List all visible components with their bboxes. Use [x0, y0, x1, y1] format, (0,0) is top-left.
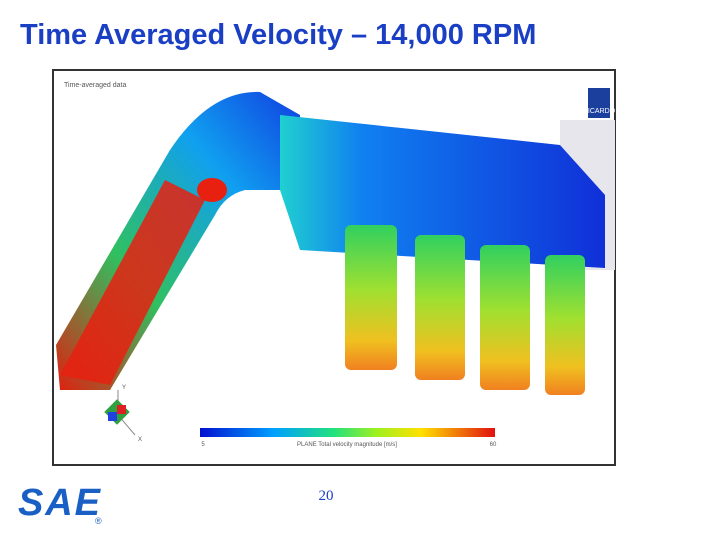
runner: [545, 255, 585, 395]
colorbar-max: 60: [490, 442, 497, 448]
sae-logo: SAE: [18, 482, 102, 524]
triad-x: X: [138, 437, 142, 443]
triad-y: Y: [122, 385, 126, 391]
slide-title: Time Averaged Velocity – 14,000 RPM: [20, 19, 536, 51]
hot-spot: [197, 178, 227, 202]
colorbar-min: 5: [201, 442, 205, 448]
inlet-core: [60, 180, 205, 385]
sae-registered: ®: [95, 516, 102, 526]
simulation-render: [56, 91, 615, 395]
axis-triad: Y X: [104, 385, 142, 443]
ricardo-logo-mark: [588, 88, 610, 102]
ricardo-logo: RICARDO: [583, 108, 616, 115]
ricardo-logo-band: [588, 102, 610, 118]
colorbar: [200, 428, 495, 437]
runner: [415, 235, 465, 380]
colorbar-label: PLANE Total velocity magnitude [m/s]: [297, 442, 397, 448]
page-number: 20: [319, 488, 334, 504]
figure-caption: Time-averaged data: [64, 82, 126, 89]
runner: [345, 225, 397, 370]
runner: [480, 245, 530, 390]
